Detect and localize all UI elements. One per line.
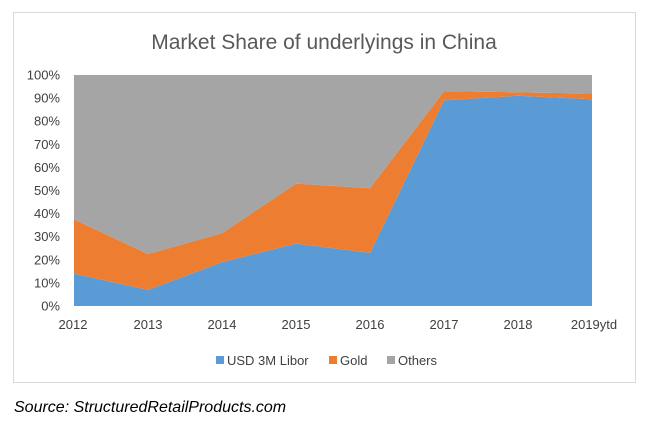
area-series-others: [74, 75, 592, 255]
area-series-gold: [74, 91, 592, 290]
y-tick-label: 0%: [41, 299, 60, 314]
y-tick-label: 30%: [34, 229, 60, 244]
chart-title: Market Share of underlyings in China: [151, 31, 497, 54]
x-tick-label: 2016: [356, 317, 385, 332]
legend-swatch: [387, 356, 395, 364]
legend: USD 3M Libor Gold Others: [216, 353, 438, 368]
x-tick-label: 2017: [430, 317, 459, 332]
legend-label: USD 3M Libor: [227, 353, 309, 368]
y-axis: 0% 10% 20% 30% 40% 50% 60% 70% 80% 90% 100%: [27, 68, 61, 314]
area-series-usd-3m-libor: [74, 95, 592, 306]
y-tick-label: 70%: [34, 137, 60, 152]
y-tick-label: 20%: [34, 252, 60, 267]
y-tick-label: 10%: [34, 275, 60, 290]
x-tick-label: 2018: [504, 317, 533, 332]
y-tick-label: 40%: [34, 206, 60, 221]
y-tick-label: 90%: [34, 91, 60, 106]
y-tick-label: 60%: [34, 160, 60, 175]
y-tick-label: 80%: [34, 114, 60, 129]
y-tick-label: 100%: [27, 68, 61, 83]
source-note: Source: StructuredRetailProducts.com: [14, 399, 287, 416]
legend-label: Gold: [340, 353, 367, 368]
x-tick-label: 2013: [134, 317, 163, 332]
chart-areas: [74, 75, 592, 306]
x-tick-label: 2019ytd: [571, 317, 617, 332]
legend-swatch: [329, 356, 337, 364]
legend-swatch: [216, 356, 224, 364]
y-tick-label: 50%: [34, 183, 60, 198]
x-axis: 2012 2013 2014 2015 2016 2017 2018 2019ytd: [59, 317, 618, 332]
x-tick-label: 2014: [208, 317, 237, 332]
x-tick-label: 2012: [59, 317, 88, 332]
legend-label: Others: [398, 353, 438, 368]
x-tick-label: 2015: [282, 317, 311, 332]
